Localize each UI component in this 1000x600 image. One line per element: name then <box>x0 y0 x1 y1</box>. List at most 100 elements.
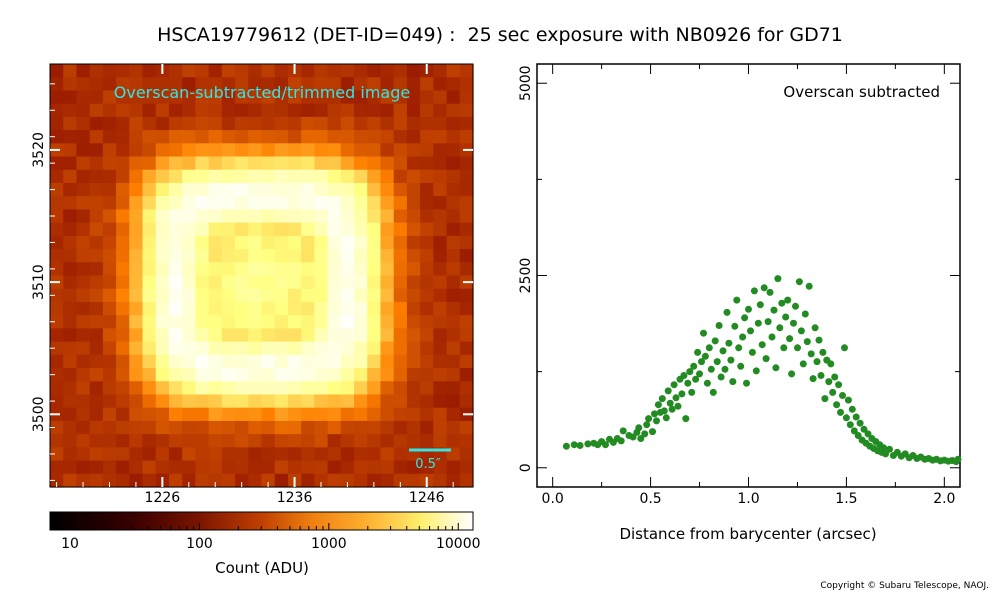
heatmap-pixel <box>76 235 91 250</box>
scatter-y-tick-label: 0 <box>518 463 534 472</box>
heatmap-pixel <box>142 434 157 448</box>
heatmap-pixel <box>155 222 170 237</box>
scatter-point <box>772 364 780 372</box>
heatmap-pixel <box>301 447 315 462</box>
heatmap-pixel <box>380 90 395 105</box>
heatmap-pixel <box>301 275 315 290</box>
heatmap-pixel <box>221 235 236 250</box>
scatter-y-tick-label: 5000 <box>518 65 534 101</box>
heatmap-pixel <box>129 381 144 396</box>
heatmap-pixel <box>261 77 276 92</box>
scatter-point <box>831 373 839 381</box>
scatter-point <box>690 362 698 370</box>
heatmap-pixel <box>248 328 263 343</box>
heatmap-pixel <box>380 143 395 158</box>
heatmap-pixel <box>340 328 355 343</box>
heatmap-pixel <box>168 434 183 448</box>
heatmap-pixel <box>433 103 448 118</box>
heatmap-pixel <box>221 249 236 263</box>
heatmap-pixel <box>380 77 395 92</box>
heatmap-pixel <box>63 473 78 488</box>
heatmap-pixel <box>182 288 197 303</box>
heatmap-pixel <box>433 301 448 316</box>
heatmap-pixel <box>314 209 329 224</box>
heatmap-pixel <box>340 434 355 448</box>
heatmap-pixel <box>327 169 342 184</box>
heatmap-pixel <box>116 328 130 343</box>
heatmap-pixel <box>380 262 395 277</box>
colorbar-tick-label: 100 <box>186 536 213 552</box>
heatmap-pixel <box>314 460 329 475</box>
heatmap-pixel <box>102 368 117 382</box>
heatmap-pixel <box>142 156 157 171</box>
heatmap-pixel <box>116 262 130 277</box>
scatter-point <box>705 344 713 352</box>
heatmap-pixel <box>182 235 197 250</box>
heatmap-pixel <box>76 381 91 396</box>
heatmap-pixel <box>459 222 474 237</box>
heatmap-pixel <box>142 354 157 369</box>
heatmap-pixel <box>168 460 183 475</box>
heatmap-pixel <box>248 235 263 250</box>
scatter-point <box>739 333 747 341</box>
scatter-point <box>707 365 715 373</box>
heatmap-pixel <box>393 275 408 290</box>
heatmap-pixel <box>354 77 368 92</box>
heatmap-pixel <box>221 169 236 184</box>
heatmap-pixel <box>380 222 395 237</box>
heatmap-pixel <box>393 103 408 118</box>
scatter-point <box>842 414 850 422</box>
heatmap-pixel <box>406 143 421 158</box>
heatmap-pixel <box>459 328 474 343</box>
heatmap-pixel <box>261 143 276 158</box>
heatmap-pixel <box>89 90 104 105</box>
heatmap-pixel <box>261 354 276 369</box>
heatmap-pixel <box>168 407 183 422</box>
heatmap-pixel <box>433 434 448 448</box>
heatmap-pixel <box>63 460 78 475</box>
heatmap-pixel <box>287 156 302 171</box>
heatmap-pixel <box>287 235 302 250</box>
heatmap-pixel <box>248 447 263 462</box>
scatter-x-tick-label: 1.0 <box>737 491 759 507</box>
heatmap-pixel <box>433 328 448 343</box>
heatmap-pixel <box>340 420 355 435</box>
scatter-point <box>799 360 807 368</box>
heatmap-pixel <box>420 354 434 369</box>
heatmap-pixel <box>50 288 64 303</box>
heatmap-pixel <box>182 354 197 369</box>
heatmap-pixel <box>314 64 329 78</box>
scatter-point <box>803 338 811 346</box>
heatmap-pixel <box>354 460 368 475</box>
heatmap-pixel <box>208 420 223 435</box>
heatmap-pixel <box>354 249 368 263</box>
heatmap-pixel <box>235 368 249 382</box>
scatter-point <box>619 427 627 435</box>
heatmap-pixel <box>142 103 157 118</box>
heatmap-pixel <box>367 473 382 488</box>
heatmap-pixel <box>168 249 183 263</box>
scatter-panel: 0.0 0.5 1.0 1.5 2.0 0 2500 5000 Overscan subtra… <box>518 63 962 543</box>
heatmap-pixel <box>235 460 249 475</box>
heatmap-pixel <box>155 156 170 171</box>
heatmap-pixel <box>235 341 249 356</box>
heatmap-pixel <box>182 341 197 356</box>
heatmap-pixel <box>235 407 249 422</box>
heatmap-pixel <box>287 368 302 382</box>
heatmap-pixel <box>459 301 474 316</box>
heatmap-pixel <box>380 434 395 448</box>
heatmap-pixel <box>459 460 474 475</box>
scatter-point <box>756 301 764 309</box>
heatmap-pixel <box>420 116 434 131</box>
heatmap-pixel <box>168 77 183 92</box>
heatmap-pixel <box>221 77 236 92</box>
heatmap-pixel <box>168 381 183 396</box>
heatmap-pixel <box>76 64 91 78</box>
heatmap-pixel <box>314 407 329 422</box>
heatmap-pixel <box>354 447 368 462</box>
heatmap-pixel <box>89 275 104 290</box>
heatmap-pixel <box>340 394 355 409</box>
heatmap-pixel <box>168 275 183 290</box>
heatmap-pixel <box>248 262 263 277</box>
heatmap-pixel <box>393 407 408 422</box>
